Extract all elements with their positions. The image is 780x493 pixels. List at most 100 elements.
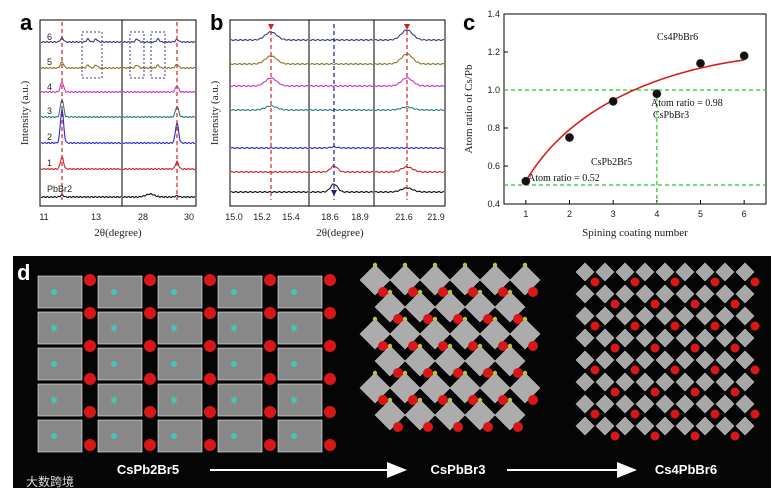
atom bbox=[477, 343, 483, 349]
atom bbox=[590, 409, 600, 419]
atom bbox=[171, 289, 177, 295]
atom bbox=[264, 274, 276, 286]
atom bbox=[630, 277, 640, 287]
polyhedron bbox=[97, 275, 143, 309]
annotation-cspb2br5: CsPb2Br5 bbox=[591, 157, 632, 168]
polyhedron bbox=[217, 383, 263, 417]
panel-c-ytick-label: 0.8 bbox=[487, 123, 500, 133]
panel-b-arrow-3 bbox=[404, 24, 410, 30]
octahedron bbox=[675, 416, 695, 436]
atom bbox=[453, 422, 463, 432]
polyhedron bbox=[277, 347, 323, 381]
atom bbox=[204, 439, 216, 451]
atom bbox=[468, 395, 478, 405]
atom bbox=[51, 289, 57, 295]
polyhedron bbox=[37, 383, 83, 417]
panel-b-label: b bbox=[210, 10, 223, 35]
atom bbox=[710, 321, 720, 331]
panel-c-ytick-label: 1.0 bbox=[487, 85, 500, 95]
atom bbox=[710, 409, 720, 419]
octahedron bbox=[695, 306, 715, 326]
octahedron bbox=[675, 284, 695, 304]
atom bbox=[231, 361, 237, 367]
octahedron bbox=[735, 262, 755, 282]
polyhedron bbox=[217, 275, 263, 309]
octahedron bbox=[735, 328, 755, 348]
panel-a-box-2 bbox=[129, 31, 145, 79]
atom bbox=[378, 395, 388, 405]
atom bbox=[171, 397, 177, 403]
octahedron bbox=[735, 372, 755, 392]
octahedron bbox=[595, 306, 615, 326]
octahedron bbox=[595, 328, 615, 348]
atom bbox=[610, 387, 620, 397]
polyhedron bbox=[37, 419, 83, 453]
polyhedron bbox=[277, 275, 323, 309]
panel-c-ytick-label: 0.4 bbox=[487, 199, 500, 209]
panel-b-tick-152: 15.2 bbox=[253, 212, 271, 222]
octahedron bbox=[655, 416, 675, 436]
atom bbox=[513, 422, 523, 432]
octahedron bbox=[635, 394, 655, 414]
panel-c-point bbox=[565, 133, 574, 142]
atom bbox=[402, 262, 408, 268]
polyhedron bbox=[37, 275, 83, 309]
atom bbox=[650, 431, 660, 441]
atom bbox=[513, 368, 523, 378]
atom bbox=[387, 397, 393, 403]
panel-a-trace bbox=[40, 60, 196, 70]
octahedron bbox=[695, 328, 715, 348]
atom bbox=[144, 307, 156, 319]
panel-a-xlabel: 2θ(degree) bbox=[94, 227, 142, 239]
polyhedron bbox=[97, 419, 143, 453]
atom bbox=[522, 262, 528, 268]
atom bbox=[670, 365, 680, 375]
panel-c-ytick-label: 1.4 bbox=[487, 9, 500, 19]
panel-c-xtick-label: 2 bbox=[567, 209, 572, 219]
atom bbox=[498, 395, 508, 405]
octahedron bbox=[575, 262, 595, 282]
octahedron bbox=[715, 394, 735, 414]
atom bbox=[690, 431, 700, 441]
octahedron bbox=[655, 394, 675, 414]
atom bbox=[144, 406, 156, 418]
structure-cspb2br5 bbox=[37, 274, 336, 453]
octahedron bbox=[575, 350, 595, 370]
panel-c-point bbox=[652, 89, 662, 99]
atom bbox=[111, 361, 117, 367]
panel-b: b Intensity (a.u.) 2θ(degree) 15.0 15.2 … bbox=[209, 10, 446, 239]
atom bbox=[432, 370, 438, 376]
atom bbox=[630, 409, 640, 419]
atom bbox=[291, 397, 297, 403]
polyhedron bbox=[157, 311, 203, 345]
atom bbox=[438, 395, 448, 405]
octahedron bbox=[715, 284, 735, 304]
panel-b-ylabel: Intensity (a.u.) bbox=[209, 80, 221, 145]
atom bbox=[324, 307, 336, 319]
atom bbox=[417, 397, 423, 403]
panel-a-trace-label-6: 6 bbox=[47, 32, 52, 42]
panel-a-trace-label-1: 1 bbox=[47, 158, 52, 168]
panel-a-label: a bbox=[20, 10, 33, 35]
octahedron bbox=[655, 372, 675, 392]
panel-b-tick-216: 21.6 bbox=[395, 212, 413, 222]
octahedron bbox=[675, 306, 695, 326]
panel-b-tick-154: 15.4 bbox=[282, 212, 300, 222]
atom bbox=[462, 316, 468, 322]
octahedron bbox=[595, 350, 615, 370]
panel-a-box-1 bbox=[81, 31, 103, 79]
polyhedron bbox=[37, 347, 83, 381]
atom bbox=[111, 433, 117, 439]
atom bbox=[171, 433, 177, 439]
panel-a-trace bbox=[40, 155, 196, 171]
atom bbox=[492, 316, 498, 322]
watermark-text: 大数跨境 bbox=[26, 474, 74, 489]
atom bbox=[291, 433, 297, 439]
octahedron bbox=[675, 394, 695, 414]
octahedron bbox=[615, 394, 635, 414]
octahedron bbox=[635, 416, 655, 436]
atom bbox=[387, 289, 393, 295]
polyhedron bbox=[277, 383, 323, 417]
atom bbox=[291, 325, 297, 331]
atom bbox=[453, 368, 463, 378]
